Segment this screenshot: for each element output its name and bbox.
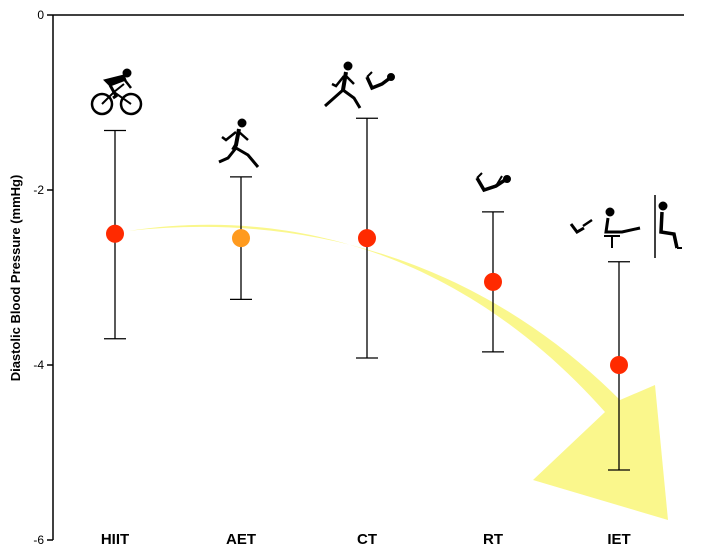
category-labels: HIIT AET CT RT IET — [101, 531, 631, 548]
y-tick-label: -4 — [33, 358, 44, 372]
cyclist-icon — [90, 68, 143, 116]
runner-and-situp-icon — [324, 61, 395, 109]
y-tick-label: -2 — [33, 183, 44, 197]
data-point — [106, 224, 124, 243]
data-points — [106, 224, 628, 374]
y-tick-label: 0 — [37, 8, 44, 22]
x-tick-label: HIIT — [101, 531, 129, 548]
y-tick-label: -6 — [33, 533, 44, 547]
data-point — [610, 356, 628, 374]
x-tick-label: IET — [607, 531, 630, 548]
x-tick-label: CT — [357, 531, 377, 548]
trend-arrow — [128, 224, 668, 520]
x-tick-label: AET — [226, 531, 256, 548]
y-ticks: 0 -2 -4 -6 — [33, 8, 53, 547]
y-axis-title: Diastolic Blood Pressure (mmHg) — [8, 175, 23, 382]
runner-icon — [218, 118, 260, 168]
data-point — [232, 229, 250, 248]
error-bars — [104, 117, 630, 471]
data-point — [358, 229, 376, 248]
data-point — [484, 272, 502, 291]
situp-icon — [475, 172, 511, 193]
x-tick-label: RT — [483, 531, 503, 548]
handgrip-legpress-wallsquat-icon — [569, 195, 682, 258]
